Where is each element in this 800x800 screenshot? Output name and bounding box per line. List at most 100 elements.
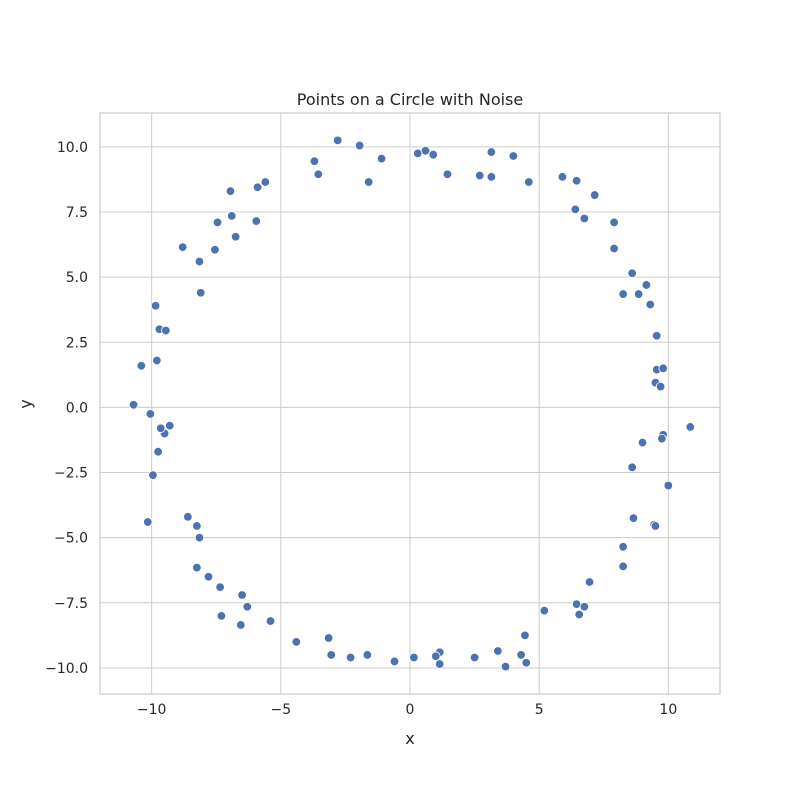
y-tick-label: −5.0 xyxy=(54,531,88,547)
data-point xyxy=(486,172,497,182)
data-point xyxy=(192,521,202,531)
data-point xyxy=(571,599,582,609)
data-point xyxy=(236,620,246,630)
data-point xyxy=(251,216,261,226)
data-point xyxy=(428,149,438,160)
data-point xyxy=(516,650,526,660)
data-point xyxy=(196,288,206,298)
data-point xyxy=(618,289,628,299)
x-tick-label: 10 xyxy=(659,702,677,718)
data-point xyxy=(486,147,497,157)
y-axis-ticks: −10.0 −7.5 −5.0 −2.5 0.0 2.5 5.0 7.5 10.0 xyxy=(45,140,88,677)
data-point xyxy=(362,650,373,660)
data-point xyxy=(230,232,241,242)
data-point xyxy=(216,611,227,621)
plot-frame xyxy=(99,112,721,695)
data-point xyxy=(413,148,423,159)
data-point xyxy=(128,400,139,410)
data-point xyxy=(539,605,550,616)
data-point xyxy=(618,542,628,552)
data-point xyxy=(584,577,595,587)
data-point xyxy=(618,561,628,572)
data-point xyxy=(609,243,619,254)
x-tick-label: 0 xyxy=(406,702,415,718)
y-axis-label: y xyxy=(16,399,35,408)
data-point xyxy=(657,433,667,444)
data-point xyxy=(354,140,365,151)
data-point xyxy=(210,245,220,255)
data-point xyxy=(136,361,147,371)
data-point xyxy=(435,659,445,669)
data-point xyxy=(571,176,582,186)
data-point xyxy=(409,652,419,663)
chart-title: Points on a Circle with Noise xyxy=(297,90,523,109)
data-point xyxy=(161,325,171,336)
y-gridlines xyxy=(100,146,720,669)
data-point xyxy=(165,420,175,431)
y-tick-label: 0.0 xyxy=(66,400,88,416)
data-point xyxy=(500,661,511,672)
data-point xyxy=(627,268,637,278)
data-point xyxy=(265,616,276,626)
data-point xyxy=(655,381,666,392)
data-point xyxy=(145,409,156,419)
x-tick-label: −10 xyxy=(137,702,167,718)
data-point xyxy=(557,172,568,182)
y-tick-label: 2.5 xyxy=(66,335,88,351)
data-point xyxy=(252,182,263,192)
data-point xyxy=(332,135,343,146)
data-point xyxy=(194,532,205,543)
x-gridlines xyxy=(151,113,669,694)
x-axis-ticks: −10 −5 0 5 10 xyxy=(137,702,677,718)
x-tick-label: 5 xyxy=(535,702,544,718)
data-point xyxy=(508,151,519,161)
data-point xyxy=(637,437,648,448)
data-point xyxy=(152,355,162,366)
data-point xyxy=(215,582,225,592)
data-points xyxy=(128,135,695,672)
data-point xyxy=(227,211,237,221)
data-point xyxy=(153,446,163,457)
data-point xyxy=(225,186,236,196)
y-tick-label: −7.5 xyxy=(54,596,88,612)
x-tick-label: −5 xyxy=(271,702,292,718)
data-point xyxy=(143,517,153,527)
data-point xyxy=(520,630,530,641)
data-point xyxy=(309,156,320,166)
x-axis-label: x xyxy=(405,729,414,748)
y-tick-label: −2.5 xyxy=(54,466,88,482)
data-point xyxy=(469,652,480,663)
data-point xyxy=(326,650,336,660)
data-point xyxy=(345,652,356,663)
data-point xyxy=(183,512,193,522)
data-point xyxy=(652,331,662,341)
data-point xyxy=(260,177,271,187)
data-point xyxy=(192,562,202,573)
data-point xyxy=(177,242,188,252)
data-point xyxy=(291,637,302,647)
data-point xyxy=(645,299,655,310)
data-point xyxy=(590,190,600,200)
data-point xyxy=(203,572,214,582)
data-point xyxy=(521,658,531,668)
data-point xyxy=(570,204,581,215)
data-point xyxy=(633,289,644,299)
data-point xyxy=(524,177,534,187)
data-point xyxy=(376,153,387,164)
data-point xyxy=(627,462,637,473)
data-point xyxy=(313,169,323,179)
data-point xyxy=(389,656,400,667)
data-point xyxy=(150,301,161,311)
data-point xyxy=(609,217,619,228)
data-point xyxy=(493,646,503,656)
data-point xyxy=(663,480,674,491)
y-tick-label: 5.0 xyxy=(66,270,88,286)
data-point xyxy=(431,651,441,661)
data-point xyxy=(641,280,652,290)
data-point xyxy=(420,146,431,156)
data-point xyxy=(650,521,661,531)
y-tick-label: −10.0 xyxy=(45,661,88,677)
y-tick-label: 10.0 xyxy=(57,140,88,156)
data-point xyxy=(212,217,223,228)
